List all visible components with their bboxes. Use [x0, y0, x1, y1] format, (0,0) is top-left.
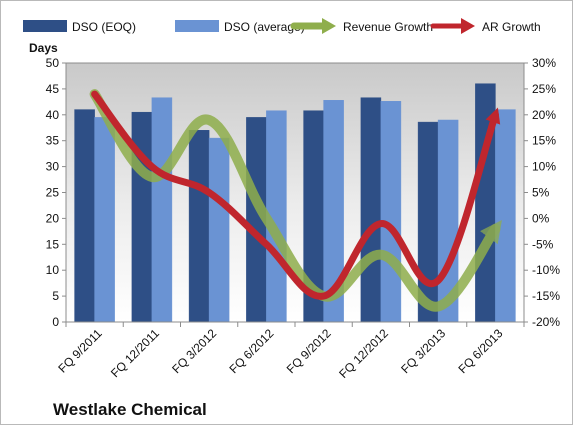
- line-revenue-growth: [89, 89, 502, 312]
- legend-item: DSO (EOQ): [23, 20, 136, 34]
- legend-label: DSO (EOQ): [72, 20, 136, 34]
- x-tick-label: FQ 9/2011: [55, 326, 105, 376]
- y2-tick-label: -20%: [532, 315, 560, 329]
- legend-item: DSO (average): [175, 20, 305, 34]
- bar-dso-eoq-0: [74, 109, 95, 323]
- y2-tick-label: -10%: [532, 263, 560, 277]
- line-ar-growth: [91, 90, 501, 300]
- y2-tick-label: 5%: [532, 186, 550, 200]
- legend-swatch: [175, 20, 219, 32]
- y2-tick-label: -5%: [532, 237, 554, 251]
- y-axis-label: Days: [29, 41, 58, 55]
- y2-tick-label: 15%: [532, 134, 556, 148]
- y-tick-label: 25: [46, 186, 60, 200]
- legend-arrow-icon: [461, 18, 475, 34]
- bar-dso-average-1: [151, 97, 173, 323]
- legend: DSO (EOQ) DSO (average) Revenue Growth AR G…: [23, 18, 541, 34]
- y-tick-label: 40: [46, 108, 60, 122]
- x-tick-label: FQ 3/2012: [169, 326, 219, 376]
- bar-dso-average-7: [495, 109, 516, 323]
- bar-dso-average-5: [380, 101, 402, 323]
- bar-dso-average-2: [208, 137, 230, 323]
- y-tick-label: 50: [46, 56, 60, 70]
- bar-dso-eoq-5: [360, 97, 382, 323]
- legend-swatch: [23, 20, 67, 32]
- y-tick-label: 45: [46, 82, 60, 96]
- x-tick-label: FQ 12/2012: [336, 326, 391, 381]
- legend-label: AR Growth: [482, 20, 541, 34]
- y-tick-label: 5: [52, 289, 59, 303]
- y2-tick-label: 30%: [532, 56, 556, 70]
- bar-dso-average-0: [94, 117, 115, 323]
- legend-label: DSO (average): [224, 20, 305, 34]
- y2-tick-label: -15%: [532, 289, 560, 303]
- y-tick-label: 30: [46, 160, 60, 174]
- y2-tick-label: 20%: [532, 108, 556, 122]
- y-tick-label: 15: [46, 237, 60, 251]
- y-tick-label: 0: [52, 315, 59, 329]
- lines-layer: [89, 89, 502, 312]
- legend-item: Revenue Growth: [290, 18, 433, 34]
- legend-label: Revenue Growth: [343, 20, 433, 34]
- chart-title: Westlake Chemical: [53, 400, 207, 419]
- y-tick-label: 35: [46, 134, 60, 148]
- y-tick-label: 20: [46, 211, 60, 225]
- y2-tick-label: 25%: [532, 82, 556, 96]
- bar-dso-eoq-2: [188, 130, 210, 323]
- x-tick-label: FQ 9/2012: [284, 326, 334, 376]
- x-tick-label: FQ 12/2011: [108, 326, 162, 380]
- legend-item: AR Growth: [430, 18, 541, 34]
- y-tick-label: 10: [46, 263, 60, 277]
- x-tick-label: FQ 6/2012: [227, 326, 277, 376]
- y2-tick-label: 10%: [532, 160, 556, 174]
- y2-tick-label: 0%: [532, 211, 550, 225]
- x-tick-label: FQ 3/2013: [398, 326, 448, 376]
- legend-arrow-icon: [322, 18, 336, 34]
- x-tick-label: FQ 6/2013: [456, 326, 506, 376]
